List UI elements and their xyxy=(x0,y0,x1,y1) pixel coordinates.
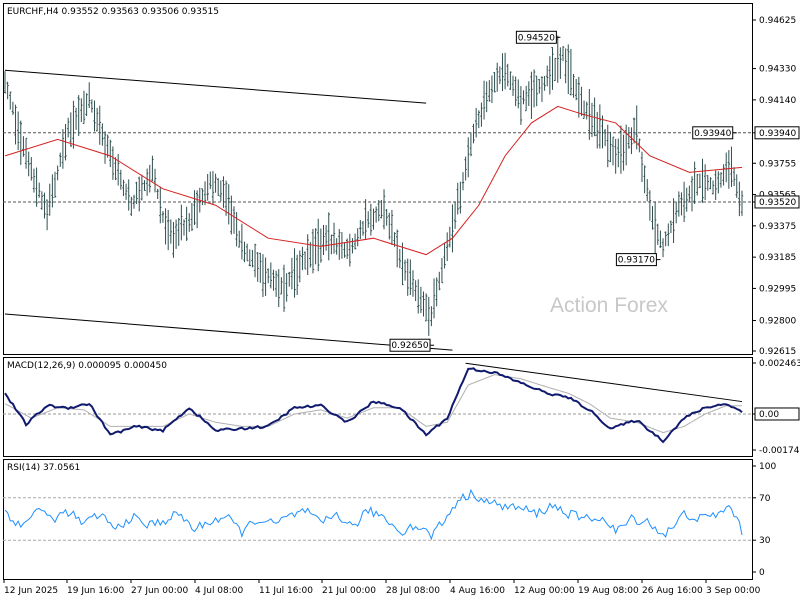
price-axis-tick-label: 0.93520 xyxy=(759,198,796,208)
macd-axis-tick-label: -0.00174 xyxy=(759,446,800,456)
watermark: Action Forex xyxy=(550,294,668,317)
price-axis-tick-label: 0.94625 xyxy=(759,16,796,26)
macd-trendline xyxy=(465,362,743,403)
ohlc-label: 0.93552 0.93563 0.93506 0.93515 xyxy=(62,7,219,17)
rsi-panel xyxy=(3,488,752,541)
time-axis-tick-label: 26 Aug 16:00 xyxy=(642,586,703,596)
macd-axis-tick-label: 0.00 xyxy=(759,410,779,420)
macd-panel xyxy=(3,362,752,444)
time-axis-tick-label: 4 Jul 08:00 xyxy=(195,586,244,596)
time-axis-tick-label: 28 Jul 08:00 xyxy=(386,586,440,596)
price-annotation: 0.94520 xyxy=(515,30,561,44)
time-axis-tick-label: 12 Jun 2025 xyxy=(4,586,58,596)
time-axis-tick-label: 19 Jun 16:00 xyxy=(67,586,124,596)
symbol-label-name: EURCHF,H4 xyxy=(7,7,59,17)
rsi-line xyxy=(4,488,743,541)
rsi-label: RSI(14) 37.0561 xyxy=(7,463,80,473)
time-axis-tick-label: 4 Aug 16:00 xyxy=(450,586,505,596)
macd-signal-line xyxy=(4,374,742,434)
macd-label: MACD(12,26,9) 0.000095 0.000450 xyxy=(7,361,167,371)
price-axis-tick-label: 0.92800 xyxy=(759,317,796,327)
moving-average-line xyxy=(4,105,743,256)
time-axis-tick-label: 3 Sep 00:00 xyxy=(706,586,761,596)
price-axis-tick-label: 0.94140 xyxy=(759,96,796,106)
price-axis-tick-label: 0.92995 xyxy=(759,284,796,294)
rsi-panel-frame xyxy=(3,459,753,580)
price-panel: 0.94520 0.93940 0.93170 0.92650 xyxy=(3,30,752,352)
rsi-axis-tick-label: 70 xyxy=(759,494,771,504)
price-axis-tick-label: 0.93375 xyxy=(759,222,796,232)
price-axis-tick-label: 0.93940 xyxy=(759,129,796,139)
price-axis-tick-label: 0.93185 xyxy=(759,253,796,263)
time-axis-tick-label: 19 Aug 08:00 xyxy=(578,586,639,596)
rsi-axis-tick-label: 0 xyxy=(759,568,765,578)
time-axis-tick-label: 21 Jul 00:00 xyxy=(322,586,376,596)
time-axis-tick-label: 11 Jul 16:00 xyxy=(259,586,313,596)
price-panel-frame xyxy=(3,3,753,355)
trendline xyxy=(4,69,427,104)
price-annotation: 0.92650 xyxy=(389,338,435,352)
price-axis-tick-label: 0.94330 xyxy=(759,65,796,75)
macd-panel-frame xyxy=(3,357,753,457)
annotation-text: 0.92650 xyxy=(391,341,428,351)
time-axis-tick-label: 27 Jun 00:00 xyxy=(131,586,188,596)
macd-line xyxy=(4,367,743,444)
axes: 0.94625 0.94330 0.94140 0.93940 0.93755 0.935… xyxy=(3,16,800,596)
price-axis-highlight-box xyxy=(754,126,800,140)
price-annotation: 0.93940 xyxy=(692,126,737,140)
annotation-text: 0.93940 xyxy=(694,129,731,139)
price-axis-highlight-box xyxy=(754,195,800,209)
rsi-axis-tick-label: 100 xyxy=(759,462,776,472)
symbol-label: EURCHF,H4 0.93552 0.93563 0.93506 0.9351… xyxy=(7,7,219,17)
price-annotation: 0.93170 xyxy=(615,253,661,267)
rsi-axis-tick-label: 30 xyxy=(759,536,771,546)
trendline xyxy=(4,313,453,351)
macd-axis-highlight-box xyxy=(754,407,800,421)
price-axis-tick-label: 0.92615 xyxy=(759,347,796,357)
price-axis-tick-label: 0.93755 xyxy=(759,159,796,169)
annotation-text: 0.93170 xyxy=(618,256,655,266)
macd-axis-tick-label: 0.002463 xyxy=(759,359,800,369)
time-axis-tick-label: 12 Aug 00:00 xyxy=(514,586,575,596)
annotation-text: 0.94520 xyxy=(518,33,555,43)
